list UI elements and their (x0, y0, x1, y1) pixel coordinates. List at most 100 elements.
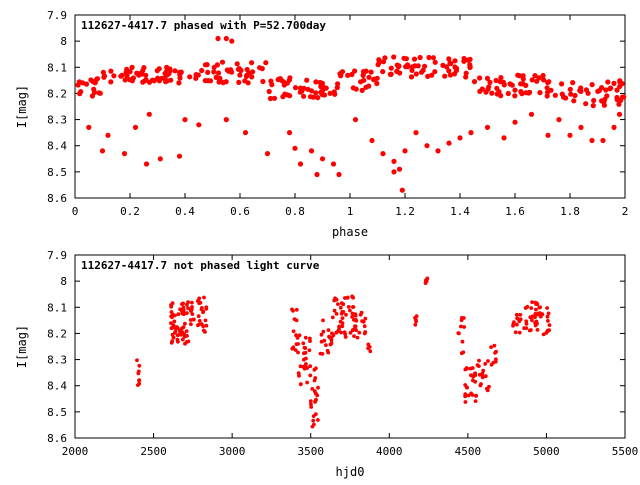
data-point (330, 315, 335, 320)
data-point (294, 342, 299, 346)
data-point (132, 124, 139, 130)
data-point (411, 56, 418, 62)
data-point (380, 151, 386, 157)
data-point (465, 366, 469, 371)
data-point (397, 70, 403, 76)
data-point (417, 54, 423, 61)
data-point (425, 276, 430, 281)
data-point (529, 306, 534, 310)
data-point (535, 328, 540, 332)
data-point (567, 86, 573, 92)
data-point (307, 348, 312, 353)
data-point (463, 394, 468, 399)
data-point (463, 400, 468, 404)
data-point (545, 314, 550, 319)
data-point (513, 330, 518, 335)
data-point (327, 334, 331, 339)
y-tick-label: 8.4 (47, 380, 67, 393)
data-point (518, 312, 523, 317)
data-point (313, 400, 317, 404)
data-point (284, 80, 290, 86)
data-point (446, 68, 452, 74)
data-point (223, 117, 229, 123)
data-point (515, 316, 519, 321)
data-point (352, 68, 358, 74)
data-point (249, 74, 255, 80)
data-point (454, 65, 460, 72)
data-point (371, 76, 377, 82)
data-point (353, 326, 357, 331)
y-tick-label: 8.5 (47, 166, 67, 179)
plot-frame (74, 14, 626, 199)
data-point (621, 94, 627, 100)
data-point (474, 394, 478, 398)
data-point (541, 332, 546, 337)
data-point (332, 308, 337, 313)
data-point (207, 78, 214, 84)
y-tick-label: 8.3 (47, 114, 67, 127)
x-axis-label-hjd0: hjd0 (336, 465, 365, 479)
data-point (319, 91, 325, 98)
data-point (287, 75, 293, 81)
data-point (366, 342, 371, 347)
data-point (100, 69, 106, 75)
data-point (183, 321, 187, 326)
data-point (545, 79, 551, 86)
x-tick-label: 5500 (612, 445, 639, 458)
data-point (263, 60, 269, 66)
data-point (311, 418, 316, 423)
data-point (223, 79, 229, 85)
data-point (583, 87, 590, 93)
x-tick-label: 4500 (455, 445, 482, 458)
x-tick-label: 0.8 (285, 205, 305, 218)
data-point (217, 75, 223, 81)
data-point (303, 335, 308, 340)
data-point (303, 346, 308, 350)
data-point (296, 350, 300, 355)
data-point (530, 318, 534, 323)
data-point (244, 72, 250, 78)
data-point (608, 85, 614, 91)
data-point (297, 161, 304, 167)
data-point (604, 93, 610, 99)
data-point (523, 306, 528, 310)
data-point (466, 393, 471, 398)
data-point (540, 72, 546, 79)
data-point (572, 92, 578, 99)
data-point (348, 330, 353, 335)
x-tick-label: 1 (347, 205, 354, 218)
data-point (180, 302, 184, 306)
data-point (319, 339, 324, 344)
data-point (517, 319, 522, 324)
data-point (204, 62, 210, 68)
x-tick-label: 1.4 (450, 205, 470, 218)
data-point (264, 151, 271, 157)
data-point (394, 62, 400, 68)
data-point (313, 376, 318, 380)
data-point (180, 337, 185, 342)
data-point (399, 187, 405, 193)
data-point (184, 329, 189, 333)
data-point (368, 69, 374, 75)
data-point (516, 73, 523, 79)
y-tick-label: 8.6 (47, 192, 67, 205)
data-point (170, 301, 175, 306)
data-point (461, 58, 467, 64)
data-point (498, 75, 504, 81)
data-point (477, 372, 482, 377)
data-point (338, 305, 343, 310)
data-point (190, 312, 195, 316)
data-point (547, 328, 551, 333)
data-point (374, 80, 380, 87)
x-tick-label: 3000 (219, 445, 246, 458)
data-point (470, 366, 475, 370)
y-tick-label: 8.1 (47, 61, 67, 74)
data-point (473, 399, 478, 403)
data-point (501, 135, 507, 141)
data-point (168, 77, 174, 83)
data-point (544, 93, 550, 99)
data-point (345, 295, 350, 300)
data-point (359, 310, 364, 315)
data-point (313, 79, 319, 85)
data-point (127, 69, 133, 75)
